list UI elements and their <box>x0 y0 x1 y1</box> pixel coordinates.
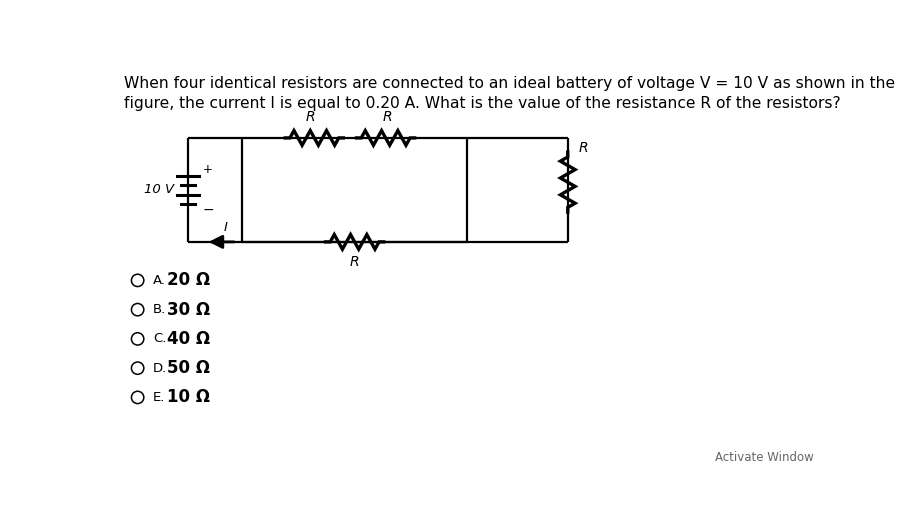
Text: 10 V: 10 V <box>144 183 174 197</box>
Text: R: R <box>306 110 316 124</box>
Text: 30 Ω: 30 Ω <box>167 300 210 319</box>
Text: R: R <box>578 141 588 155</box>
Text: C.: C. <box>153 333 167 345</box>
Text: 40 Ω: 40 Ω <box>167 330 210 348</box>
Text: I: I <box>223 221 227 234</box>
Text: B.: B. <box>153 303 167 316</box>
Text: Activate Window: Activate Window <box>715 451 813 464</box>
Text: R: R <box>382 110 392 124</box>
Text: 20 Ω: 20 Ω <box>167 271 210 289</box>
Text: R: R <box>350 255 360 269</box>
Text: +: + <box>203 163 212 177</box>
Text: D.: D. <box>153 362 167 375</box>
Text: 10 Ω: 10 Ω <box>167 388 210 406</box>
Text: 50 Ω: 50 Ω <box>167 359 210 377</box>
Text: figure, the current I is equal to 0.20 A. What is the value of the resistance R : figure, the current I is equal to 0.20 A… <box>124 96 841 111</box>
Text: −: − <box>203 203 214 217</box>
Text: When four identical resistors are connected to an ideal battery of voltage V = 1: When four identical resistors are connec… <box>124 76 896 91</box>
Text: A.: A. <box>153 274 167 287</box>
Text: E.: E. <box>153 391 166 404</box>
